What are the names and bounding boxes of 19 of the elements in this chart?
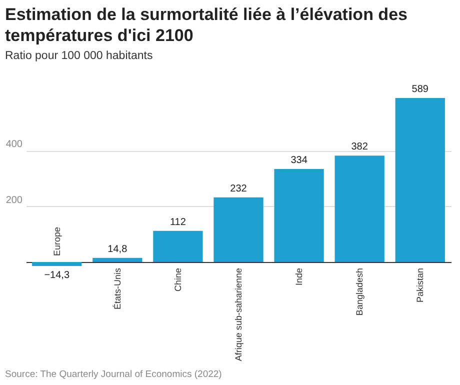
x-tick-label: Chine (172, 268, 183, 292)
x-tick-label: Afrique sub-saharienne (234, 268, 244, 362)
x-tick-label: États-Unis (112, 268, 122, 310)
chart-subtitle: Ratio pour 100 000 habitants (5, 50, 153, 62)
data-label: 14,8 (108, 244, 128, 255)
data-label: 382 (351, 142, 368, 153)
x-tick-label: Bangladesh (354, 268, 365, 316)
data-label: −14,3 (44, 270, 70, 281)
x-tick-label: Inde (294, 268, 304, 286)
x-tick-label: Pakistan (415, 268, 426, 303)
source-note: Source: The Quarterly Journal of Economics (2022) (5, 369, 222, 380)
data-label: 334 (290, 155, 308, 166)
chart-title: Estimation de la surmortalité liée à l’élévation des températures d'ici 2100 (5, 4, 408, 46)
data-label: 589 (412, 84, 429, 95)
data-label: 232 (230, 183, 248, 194)
y-tick-label: 400 (6, 139, 23, 150)
y-tick-label: 200 (6, 194, 23, 206)
x-tick-label: Europe (52, 226, 62, 256)
data-label: 112 (170, 216, 186, 228)
